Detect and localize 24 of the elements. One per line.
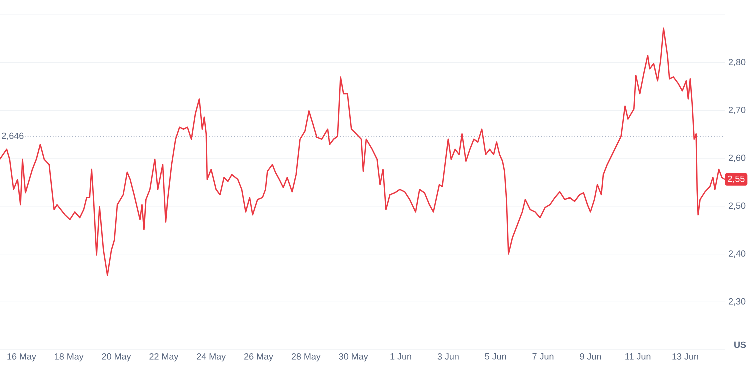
annotation: 2,55	[728, 176, 745, 184]
ref-line-label: 2,646	[2, 132, 24, 140]
x-tick-label: 24 May	[197, 354, 226, 362]
x-tick-label: 1 Jun	[390, 354, 412, 360]
y-tick-label: 2,50	[728, 202, 746, 210]
x-tick-label: 18 May	[55, 354, 84, 362]
x-tick-label: 13 Jun	[672, 354, 698, 360]
x-tick-label: 30 May	[339, 354, 368, 362]
x-tick-label: 7 Jun	[532, 354, 554, 360]
y-tick-label: 2,60	[728, 154, 746, 162]
x-tick-label: 20 May	[102, 354, 132, 362]
x-tick-label: 26 May	[244, 354, 274, 362]
y-tick-label: 2,40	[728, 250, 746, 258]
x-tick-label: 11 Jun	[626, 354, 651, 360]
x-tick-label: 9 Jun	[580, 354, 602, 360]
text: US	[734, 342, 746, 348]
x-tick-label: 3 Jun	[438, 354, 459, 360]
y-tick-label: 2,70	[728, 107, 746, 114]
x-tick-label: 22 May	[150, 354, 179, 362]
y-tick-label: 2,30	[728, 298, 746, 306]
x-tick-label: 5 Jun	[485, 354, 506, 360]
x-tick-label: 16 May	[8, 354, 36, 362]
x-tick-label: 28 May	[292, 354, 321, 362]
y-tick-label: 2,80	[728, 59, 746, 67]
